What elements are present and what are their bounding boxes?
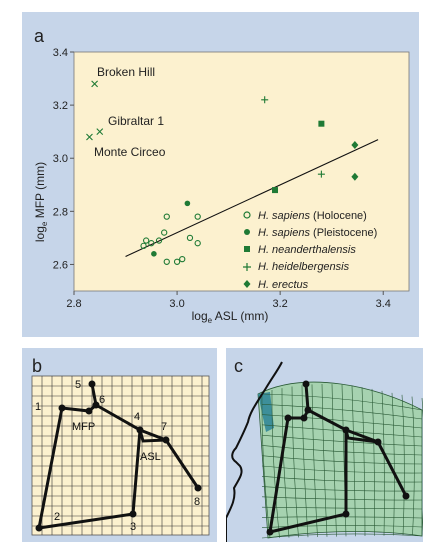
panel-b-letter: b bbox=[32, 356, 42, 376]
panel-a: a 2.8 3.0 3.2 3.4 2.6 2.8 3.0 3.2 3.4 loge MFP (… bbox=[22, 12, 419, 337]
data-point bbox=[173, 258, 181, 265]
regression-line bbox=[125, 139, 379, 257]
data-point bbox=[272, 187, 278, 194]
data-point bbox=[148, 240, 155, 247]
plot-background bbox=[73, 51, 410, 292]
data-point bbox=[318, 120, 325, 127]
landmark-label-5: 5 bbox=[75, 379, 81, 391]
data-point bbox=[163, 213, 170, 220]
panel-a-letter: a bbox=[34, 26, 45, 46]
data-point bbox=[179, 255, 186, 263]
legend-marker-erectus bbox=[243, 280, 251, 288]
data-point bbox=[143, 237, 150, 244]
coordinate-grid bbox=[31, 375, 210, 536]
landmark-grid-diagram: b 1 2 3 4 5 6 7 8 MFP ASL bbox=[31, 356, 210, 536]
mesh-lines bbox=[261, 384, 423, 539]
y-axis-label: loge MFP (mm) bbox=[33, 162, 49, 242]
x-tick-label: 2.8 bbox=[66, 298, 81, 310]
landmark-label-7: 7 bbox=[161, 421, 167, 433]
legend: H. sapiens (Holocene) H. sapiens (Pleist… bbox=[243, 210, 377, 291]
legend-marker-neanderthalensis bbox=[244, 246, 250, 252]
y-tick-label: 2.6 bbox=[53, 259, 68, 271]
face-profile bbox=[226, 361, 283, 542]
data-point bbox=[351, 140, 359, 149]
legend-item-neanderthalensis: H. neanderthalensis bbox=[258, 244, 356, 256]
landmark-label-6: 6 bbox=[99, 394, 105, 406]
annotation-broken-hill: Broken Hill bbox=[97, 65, 155, 79]
deformed-landmarks bbox=[266, 380, 410, 536]
landmark-label-4: 4 bbox=[134, 411, 140, 423]
data-point bbox=[186, 234, 194, 242]
legend-marker-pleistocene bbox=[244, 229, 250, 235]
data-point bbox=[96, 128, 104, 136]
data-point bbox=[194, 240, 201, 247]
legend-item-heidelbergensis: H. heidelbergensis bbox=[258, 261, 350, 273]
landmark-label-2: 2 bbox=[54, 511, 60, 523]
x-axis-label: loge ASL (mm) bbox=[192, 309, 269, 325]
x-tick-label: 3.2 bbox=[273, 298, 288, 310]
plot-area: 2.8 3.0 3.2 3.4 2.6 2.8 3.0 3.2 3.4 bbox=[53, 47, 410, 310]
asl-label: ASL bbox=[140, 451, 161, 463]
data-point bbox=[161, 229, 168, 236]
data-point bbox=[261, 96, 269, 104]
landmark-label-3: 3 bbox=[130, 521, 136, 533]
data-point bbox=[86, 133, 93, 141]
panel-b: b 1 2 3 4 5 6 7 8 MFP ASL bbox=[22, 348, 217, 542]
data-point bbox=[317, 170, 325, 178]
scatter-chart: a 2.8 3.0 3.2 3.4 2.6 2.8 3.0 3.2 3.4 loge MFP (… bbox=[33, 26, 410, 325]
legend-item-erectus: H. erectus bbox=[258, 279, 309, 291]
x-tick-label: 3.4 bbox=[376, 298, 391, 310]
panel-c-letter: c bbox=[234, 356, 243, 376]
landmark-polygon bbox=[35, 380, 202, 532]
panel-c: c bbox=[226, 348, 423, 542]
mfp-label: MFP bbox=[72, 421, 95, 433]
x-tick-label: 3.0 bbox=[169, 298, 184, 310]
data-point bbox=[151, 251, 157, 257]
data-point bbox=[184, 200, 191, 207]
legend-item-holocene: H. sapiens (Holocene) bbox=[258, 210, 367, 222]
data-point bbox=[194, 213, 201, 220]
landmark-label-8: 8 bbox=[194, 496, 200, 508]
data-point bbox=[91, 80, 99, 88]
deformation-grid-diagram: c bbox=[226, 356, 423, 542]
data-point bbox=[163, 258, 170, 265]
data-point bbox=[351, 172, 359, 181]
data-point bbox=[140, 242, 147, 250]
legend-item-pleistocene: H. sapiens (Pleistocene) bbox=[258, 227, 377, 239]
annotation-gibraltar: Gibraltar 1 bbox=[108, 114, 164, 128]
y-tick-label: 3.0 bbox=[53, 153, 68, 165]
y-tick-label: 2.8 bbox=[53, 206, 68, 218]
data-point bbox=[155, 237, 163, 244]
annotation-monte-circeo: Monte Circeo bbox=[94, 145, 166, 159]
legend-marker-heidelbergensis bbox=[243, 263, 251, 271]
landmark-label-1: 1 bbox=[35, 401, 41, 413]
y-tick-label: 3.2 bbox=[53, 100, 68, 112]
y-tick-label: 3.4 bbox=[53, 47, 68, 59]
legend-marker-holocene bbox=[243, 211, 251, 219]
